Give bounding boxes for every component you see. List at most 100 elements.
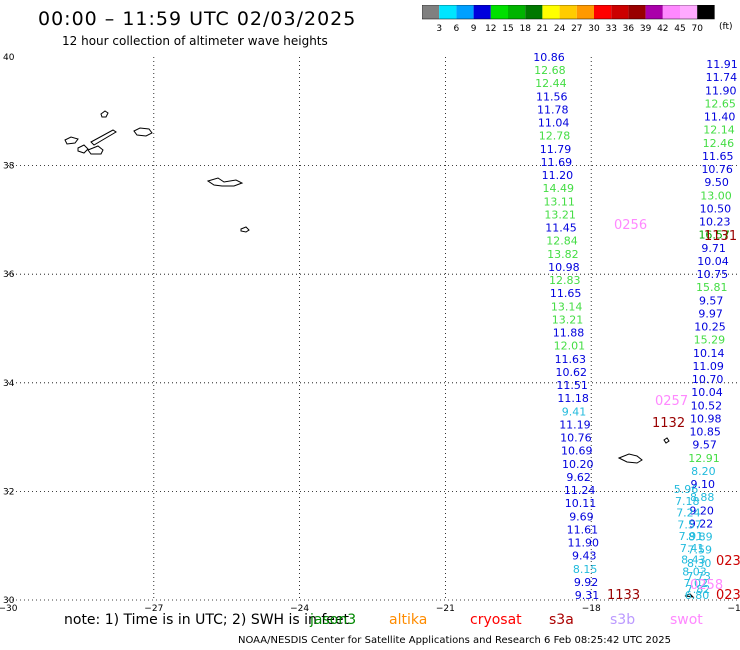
swh-value: 11.63 [555, 353, 587, 366]
legend-swatch [680, 5, 698, 19]
azores-coastline [64, 110, 695, 598]
island-graciosa [133, 127, 153, 137]
legend-tick: 45 [674, 24, 685, 34]
swh-value: 5.96 [674, 483, 699, 496]
swh-value: 9.92 [574, 576, 599, 589]
swh-value: 7.57 [677, 518, 702, 531]
legend-tick: 6 [454, 24, 460, 34]
island-canaries-edge [684, 593, 695, 598]
swh-value: 12.46 [703, 137, 735, 150]
swh-value: 10.76 [560, 432, 592, 445]
swh-value: 13.00 [700, 189, 732, 202]
swh-value: 7.73 [686, 570, 711, 583]
lat-tick-label: 32 [3, 487, 14, 497]
swh-value: 9.22 [689, 517, 714, 530]
legend-swatch [662, 5, 680, 19]
pass-time-label: 0257 [655, 394, 688, 409]
swh-value: 9.62 [566, 471, 591, 484]
island-santa-maria [240, 226, 250, 233]
swh-value: 9.20 [689, 504, 714, 517]
swh-value: 13.11 [543, 195, 575, 208]
legend-tick: 21 [537, 24, 548, 34]
swh-value: 11.61 [567, 523, 599, 536]
satellite-cryosat: cryosat [470, 612, 522, 628]
pass-time-label: 1132 [652, 416, 685, 431]
swh-value: 12.01 [554, 340, 586, 353]
swh-value: 10.85 [689, 426, 721, 439]
swh-value: 9.57 [692, 439, 717, 452]
swh-value: 11.51 [556, 379, 588, 392]
swh-value: 10.76 [701, 163, 733, 176]
legend-swatch [473, 5, 491, 19]
swh-value: 10.20 [562, 458, 594, 471]
swh-value: 11.65 [550, 287, 582, 300]
swh-value: 15.81 [696, 281, 728, 294]
swh-value: 10.70 [692, 373, 724, 386]
swh-value: 11.88 [553, 327, 585, 340]
satellite-s3b: s3b [610, 612, 636, 628]
legend-swatch [594, 5, 612, 19]
swh-value: 8.30 [687, 557, 712, 570]
swh-readings: 10.8612.6812.4411.5611.7811.0412.7811.79… [533, 51, 738, 602]
legend-swatch [628, 5, 646, 19]
pass-time-label: 1133 [607, 588, 640, 603]
swh-value: 10.50 [700, 202, 732, 215]
legend-swatch [422, 5, 440, 19]
swh-value: 11.79 [540, 143, 572, 156]
legend-tick: 3 [436, 24, 442, 34]
swh-value: 10.25 [694, 321, 726, 334]
swh-value: 10.14 [693, 347, 725, 360]
swh-value: 11.90 [705, 84, 737, 97]
legend-tick: 12 [485, 24, 496, 34]
legend-swatch [697, 5, 715, 19]
swh-value: 8.03 [682, 565, 707, 578]
island-madeira [617, 453, 643, 464]
swh-value: 12.44 [535, 77, 567, 90]
swh-value: 11.04 [538, 117, 570, 130]
swh-value: 10.62 [555, 366, 587, 379]
swh-value: 12.78 [539, 130, 571, 143]
swh-value: 10.04 [691, 386, 723, 399]
swh-value: 7.24 [676, 507, 701, 520]
map-title: 00:00 – 11:59 UTC 02/03/2025 [38, 8, 357, 30]
legend-units: (ft) [719, 22, 733, 32]
legend-swatch [525, 5, 543, 19]
swh-value: 12.84 [546, 235, 578, 248]
legend-tick: 27 [571, 24, 582, 34]
legend-frame [422, 5, 715, 20]
legend-tick: 70 [691, 24, 703, 34]
lon-tick-label: −30 [0, 604, 18, 614]
legend-tick: 9 [471, 24, 477, 34]
legend-swatch [490, 5, 508, 19]
swh-value: 11.56 [536, 90, 568, 103]
satellite-swot: swot [670, 612, 703, 628]
swh-value: 10.86 [533, 51, 565, 64]
swh-value: 8.43 [681, 554, 706, 567]
swh-value: 9.71 [701, 242, 726, 255]
lat-tick-label: 34 [3, 379, 15, 389]
swh-value: 9.31 [575, 589, 600, 602]
swh-value: 11.24 [564, 484, 596, 497]
swh-value: 7.59 [688, 544, 713, 557]
legend-swatch [542, 5, 560, 19]
swh-value: 10.11 [565, 497, 597, 510]
island-flores [100, 110, 109, 118]
legend-tick: 18 [519, 24, 531, 34]
legend-tick: 30 [588, 24, 600, 34]
swh-value: 8.88 [690, 491, 715, 504]
lat-tick-label: 30 [3, 596, 15, 606]
axis-tick-labels: −30−27−24−21−18−15403836343230 [0, 53, 740, 614]
swh-value: 13.21 [552, 313, 584, 326]
swh-value: 12.65 [704, 97, 736, 110]
swh-value: 9.10 [691, 478, 716, 491]
swh-value: 13.14 [551, 300, 583, 313]
swh-value: 11.65 [702, 150, 734, 163]
legend-tick: 39 [640, 24, 652, 34]
swh-value: 12.83 [549, 274, 581, 287]
swh-value: 15.29 [694, 334, 726, 347]
swh-value: 7.18 [675, 495, 700, 508]
swh-value: 6.80 [685, 589, 710, 602]
legend-swatch [508, 5, 526, 19]
swh-value: 11.40 [704, 111, 736, 124]
